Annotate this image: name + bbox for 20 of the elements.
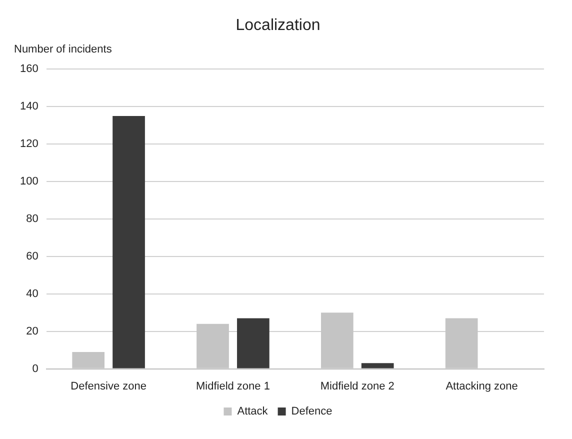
bar [237,318,270,368]
y-tick-label: 40 [26,288,38,300]
y-tick-label: 20 [26,325,38,338]
y-tick-label: 160 [20,63,38,76]
y-axis-title: Number of incidents [14,44,112,56]
x-tick-label: Attacking zone [446,380,518,392]
y-tick-label: 120 [20,138,38,150]
x-tick-label: Midfield zone 1 [196,380,270,392]
chart-title: Localization [236,17,320,34]
y-tick-label: 80 [26,213,38,226]
x-tick-label: Midfield zone 2 [320,380,394,392]
x-tick-label: Defensive zone [70,380,146,392]
bar [112,116,145,368]
legend-label: Attack [237,406,268,418]
y-tick-label: 60 [26,250,38,262]
bar [361,363,394,368]
y-tick-label: 0 [32,362,38,375]
legend-label: Defence [291,406,332,418]
y-tick-label: 140 [20,100,38,113]
y-tick-label: 100 [20,176,38,188]
